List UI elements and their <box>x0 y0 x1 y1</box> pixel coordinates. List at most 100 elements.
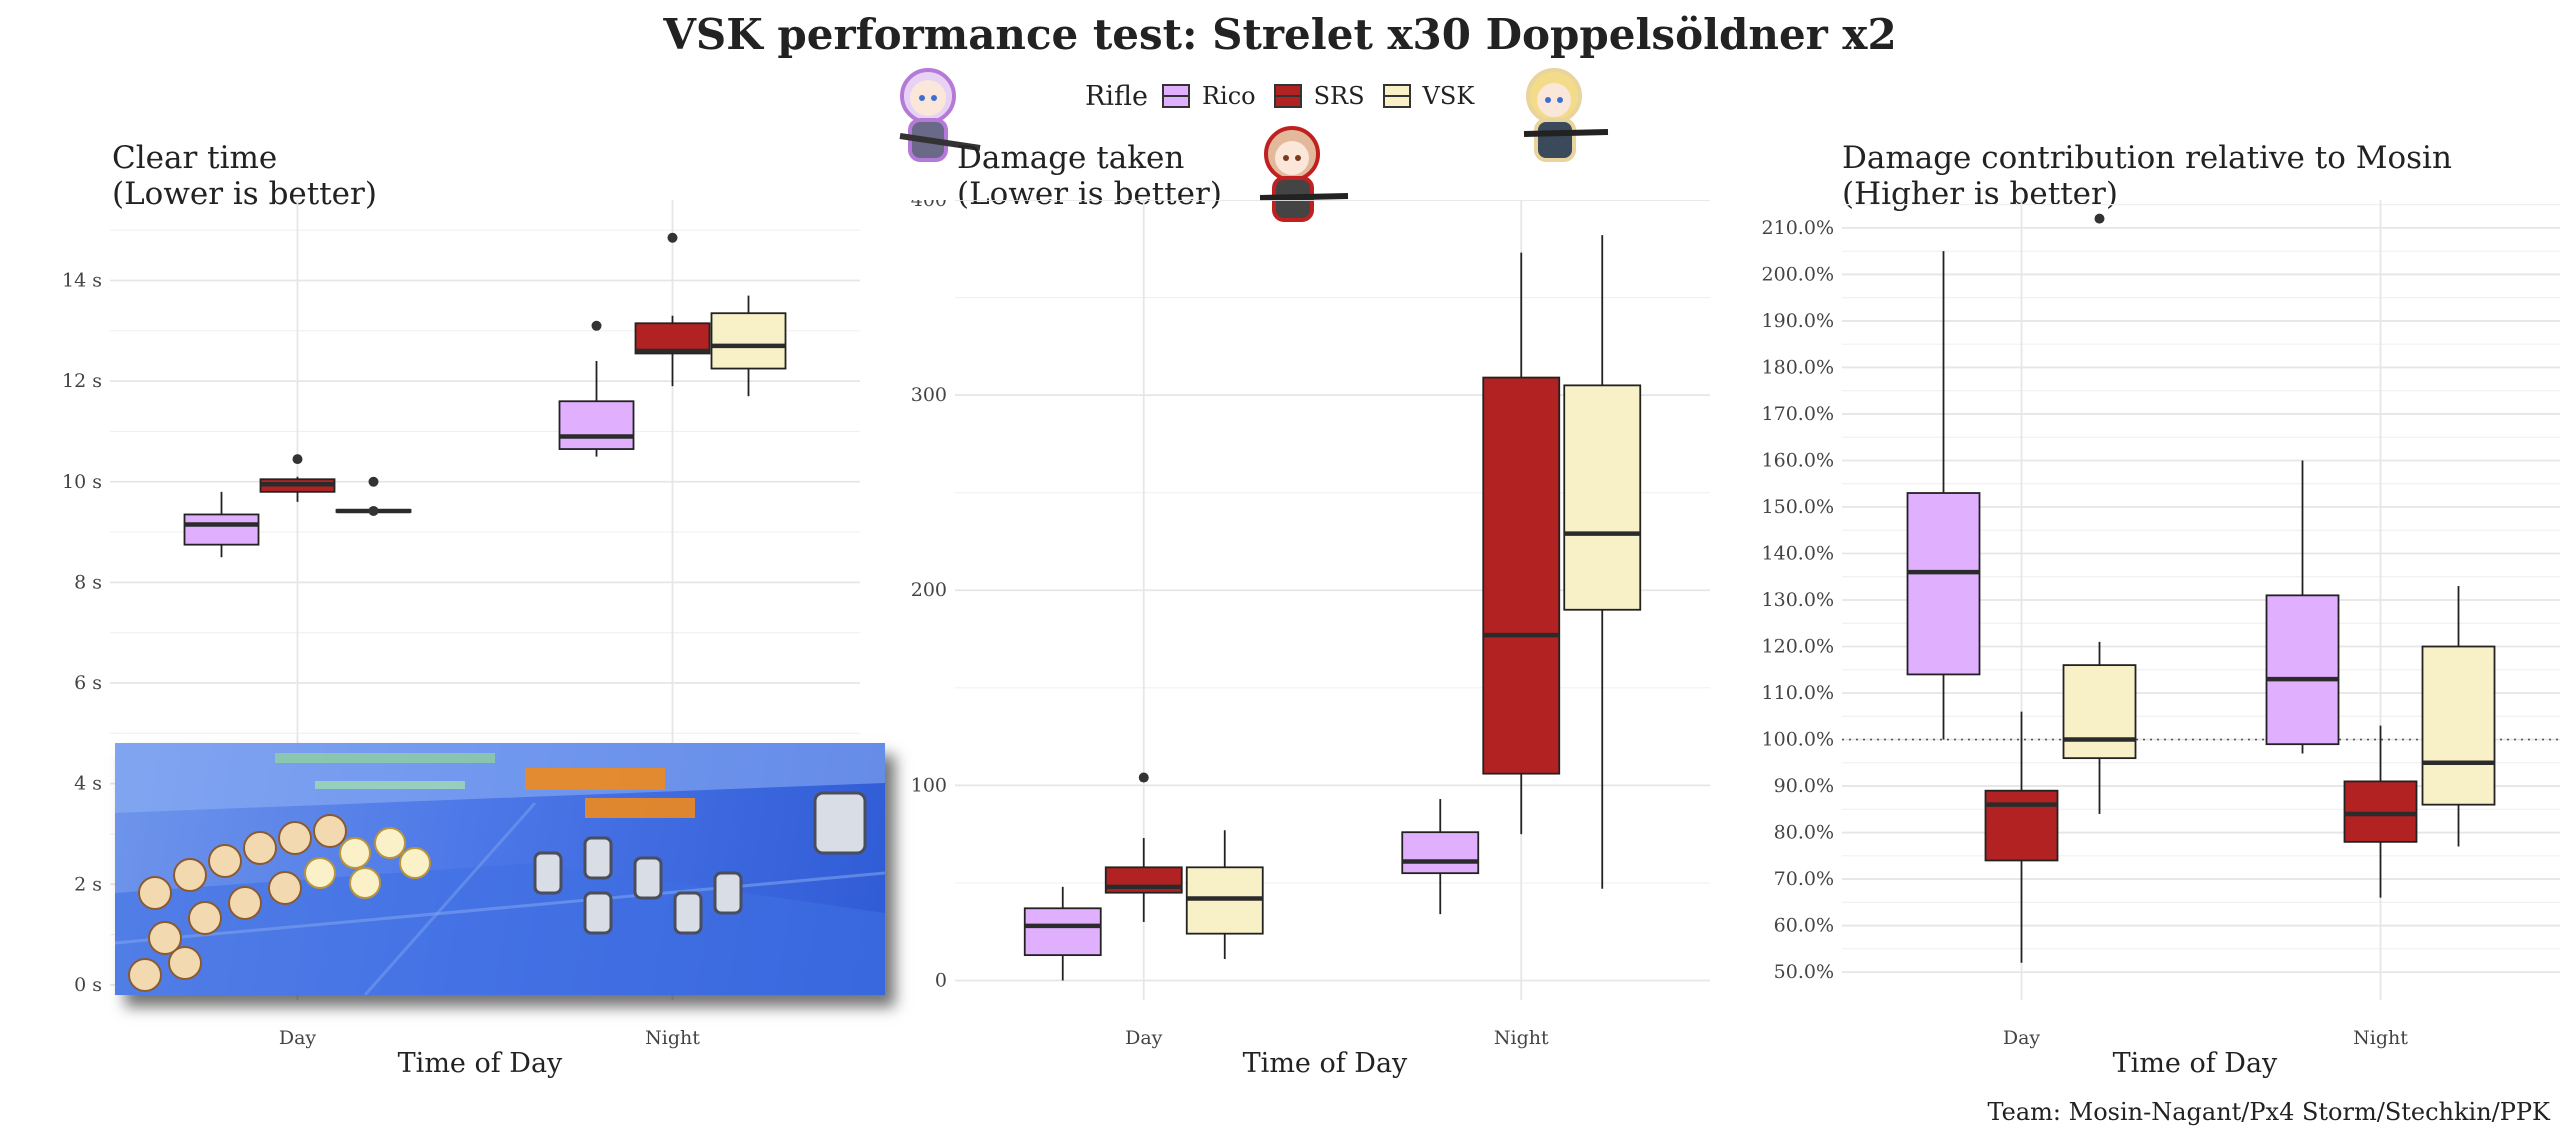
y-tick-label: 210.0% <box>1762 217 1834 239</box>
y-tick-label: 80.0% <box>1774 822 1834 844</box>
box-body <box>1563 384 1642 611</box>
y-tick-label: 200 <box>911 579 947 601</box>
outlier-point <box>591 320 602 331</box>
y-tick-label: 300 <box>911 384 947 406</box>
damage-contribution-plot: 50.0% 60.0% 70.0% 80.0% 90.0% 100.0% 110.0% 120… <box>1762 200 2560 1049</box>
y-tick-label: 200.0% <box>1762 263 1834 285</box>
box-rico-night <box>558 320 635 457</box>
y-tick-label: 14 s <box>62 270 102 292</box>
y-tick-label: 100.0% <box>1762 729 1834 751</box>
y-tick-label: 90.0% <box>1774 775 1834 797</box>
box-vsk-night <box>1563 235 1642 889</box>
y-tick-label: 400 <box>911 200 947 211</box>
x-tick-label: Night <box>1494 1027 1549 1049</box>
panel-3-title-line-2: (Higher is better) <box>1842 176 2118 212</box>
box-srs-day <box>259 454 336 502</box>
box-vsk-night <box>2421 586 2496 847</box>
figure-caption: Team: Mosin-Nagant/Px4 Storm/Stechkin/PP… <box>1987 1098 2551 1126</box>
y-tick-label: 4 s <box>74 773 102 795</box>
x-tick-label: Day <box>279 1027 317 1049</box>
y-tick-label: 60.0% <box>1774 915 1834 937</box>
vsk-portrait-image <box>1523 68 1609 162</box>
legend-label-srs: SRS <box>1313 82 1365 110</box>
panel-1-title-line-1: Clear time <box>112 140 278 176</box>
box-body <box>2062 664 2137 760</box>
x-tick-label: Night <box>645 1027 700 1049</box>
y-tick-label: 130.0% <box>1762 589 1834 611</box>
y-tick-label: 170.0% <box>1762 403 1834 425</box>
outlier-point <box>1138 772 1149 783</box>
y-tick-label: 0 s <box>74 974 102 996</box>
y-tick-label: 140.0% <box>1762 542 1834 564</box>
legend-swatch-srs <box>1273 78 1302 114</box>
panel-1-x-axis-title: Time of Day <box>397 1048 563 1079</box>
legend-item-vsk: VSK <box>1382 78 1474 114</box>
box-srs-night <box>2343 725 2418 898</box>
box-body <box>558 400 635 450</box>
damage-taken-plot: 0 100 200 300 400 Day Night <box>911 200 1710 1049</box>
box-body <box>2421 645 2496 806</box>
panel-1-title-line-2: (Lower is better) <box>112 176 377 212</box>
legend-title: Rifle <box>1085 80 1148 112</box>
panel-2-title-line-1: Damage taken <box>957 140 1185 176</box>
legend-item-rico: Rico <box>1161 78 1256 114</box>
panel-3-title-line-1: Damage contribution relative to Mosin <box>1842 140 2452 176</box>
box-srs-night <box>634 232 711 387</box>
box-vsk-day <box>1185 830 1264 960</box>
panel-2-x-axis-title: Time of Day <box>1242 1048 1408 1079</box>
box-rico-day <box>1906 251 1981 740</box>
box-vsk-day <box>2062 213 2137 814</box>
outlier-point <box>667 232 678 243</box>
legend-label-rico: Rico <box>1201 82 1256 110</box>
y-tick-label: 120.0% <box>1762 636 1834 658</box>
y-tick-label: 110.0% <box>1762 682 1834 704</box>
box-rico-night <box>1401 799 1480 915</box>
box-body <box>634 322 711 355</box>
y-tick-label: 8 s <box>74 571 102 593</box>
y-tick-label: 12 s <box>62 370 102 392</box>
box-body <box>2343 780 2418 843</box>
panel-3-x-axis-title: Time of Day <box>2112 1048 2278 1079</box>
box-body <box>1401 831 1480 875</box>
panel-1-title: Clear time (Lower is better) <box>112 140 377 212</box>
y-tick-label: 180.0% <box>1762 356 1834 378</box>
legend-swatch-vsk <box>1382 78 1411 114</box>
y-tick-label: 70.0% <box>1774 868 1834 890</box>
y-tick-label: 2 s <box>74 873 102 895</box>
y-tick-label: 50.0% <box>1774 961 1834 983</box>
box-rico-night <box>2265 460 2340 754</box>
outlier-point <box>292 454 303 465</box>
panel-2-title: Damage taken (Lower is better) <box>957 140 1222 212</box>
box-body <box>1482 376 1561 775</box>
box-body <box>183 513 260 546</box>
box-vsk-night <box>710 295 787 397</box>
panel-3-title: Damage contribution relative to Mosin (Hi… <box>1842 140 2452 212</box>
box-srs-night <box>1482 252 1561 835</box>
box-rico-day <box>183 491 260 558</box>
rico-portrait-image <box>899 68 981 162</box>
game-screenshot-image <box>115 743 885 995</box>
box-body <box>1023 907 1102 957</box>
box-body <box>1984 789 2059 862</box>
box-srs-day <box>1984 711 2059 963</box>
panel-2-title-line-2: (Lower is better) <box>957 176 1222 212</box>
x-tick-label: Day <box>1125 1027 1163 1049</box>
legend: Rifle Rico SRS VSK <box>1085 76 1492 116</box>
legend-item-srs: SRS <box>1273 78 1365 114</box>
y-tick-label: 10 s <box>62 471 102 493</box>
y-tick-label: 160.0% <box>1762 449 1834 471</box>
box-srs-day <box>1104 772 1183 922</box>
box-body <box>2265 594 2340 746</box>
y-tick-label: 190.0% <box>1762 310 1834 332</box>
figure-title: VSK performance test: Strelet x30 Doppel… <box>663 10 1897 59</box>
box-vsk-day <box>335 476 412 516</box>
y-tick-label: 150.0% <box>1762 496 1834 518</box>
legend-swatch-rico <box>1161 78 1190 114</box>
y-tick-label: 100 <box>911 774 947 796</box>
srs-portrait-image <box>1259 126 1349 222</box>
x-tick-label: Day <box>2003 1027 2041 1049</box>
box-body <box>1906 492 1981 676</box>
box-body <box>710 312 787 370</box>
x-tick-label: Night <box>2353 1027 2408 1049</box>
box-rico-day <box>1023 886 1102 981</box>
